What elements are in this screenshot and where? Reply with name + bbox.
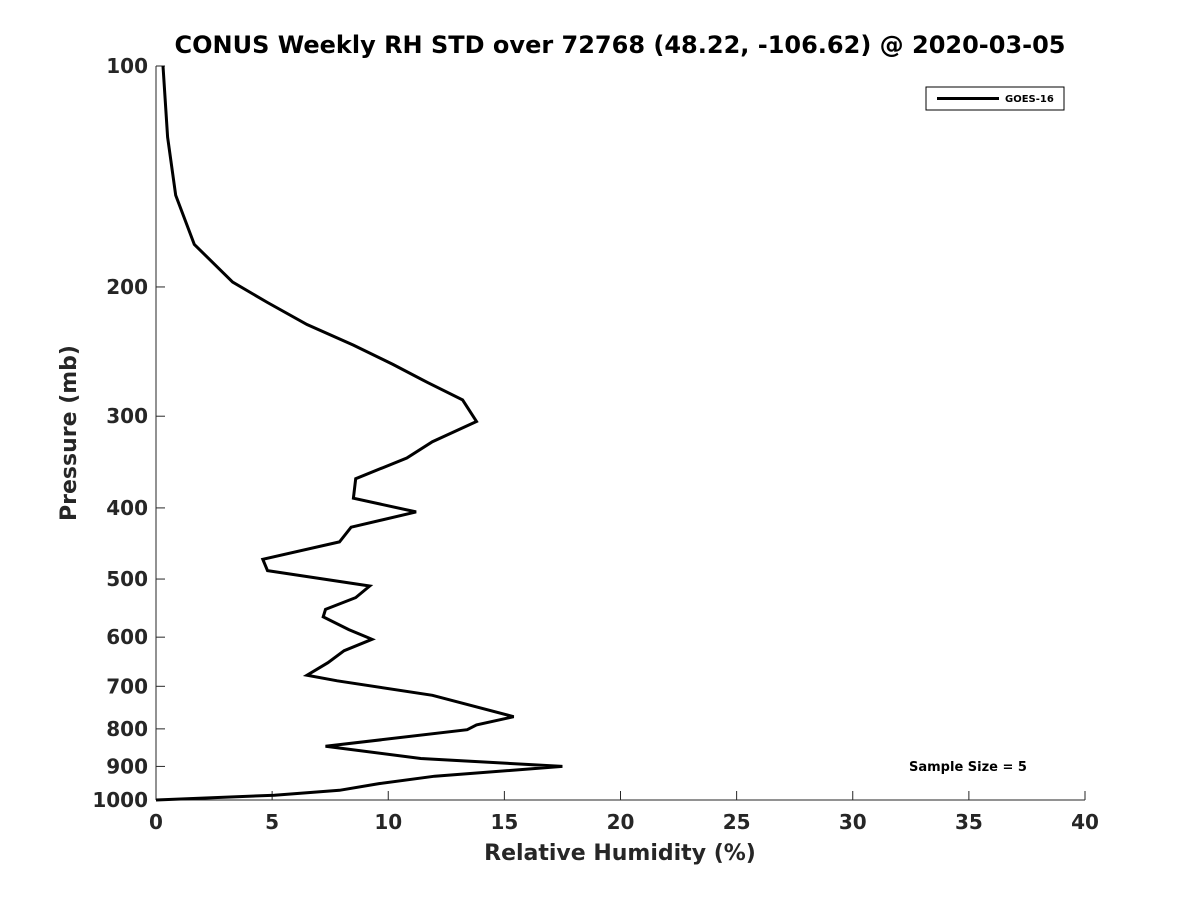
y-tick-label: 1000 (92, 788, 148, 812)
x-tick-label: 30 (839, 810, 867, 834)
y-tick-label: 300 (106, 404, 148, 428)
chart-title: CONUS Weekly RH STD over 72768 (48.22, -… (174, 31, 1065, 59)
y-axis-label: Pressure (mb) (57, 345, 82, 521)
x-tick-label: 0 (149, 810, 163, 834)
y-tick-label: 800 (106, 717, 148, 741)
x-axis-ticks: 0 5 10 15 20 25 30 35 40 (149, 791, 1099, 834)
y-tick-label: 900 (106, 754, 148, 778)
y-axis-ticks: 100 200 300 400 500 600 700 800 900 1000 (92, 54, 165, 812)
y-tick-label: 200 (106, 275, 148, 299)
x-tick-label: 35 (955, 810, 983, 834)
axes (155, 66, 1085, 801)
series-layer (155, 65, 563, 802)
legend: GOES-16 (925, 86, 1065, 111)
y-tick-label: 700 (106, 674, 148, 698)
y-tick-label: 400 (106, 496, 148, 520)
x-axis-label: Relative Humidity (%) (484, 841, 756, 866)
sample-size-annotation: Sample Size = 5 (909, 760, 1027, 775)
y-tick-label: 600 (106, 625, 148, 649)
x-tick-label: 25 (723, 810, 751, 834)
series-line-goes-16 (155, 65, 563, 802)
x-tick-label: 40 (1071, 810, 1099, 834)
x-tick-label: 15 (490, 810, 518, 834)
y-tick-label: 500 (106, 567, 148, 591)
x-tick-label: 10 (374, 810, 402, 834)
x-tick-label: 20 (607, 810, 635, 834)
x-tick-label: 5 (265, 810, 279, 834)
legend-entry-goes-16: GOES-16 (1005, 94, 1054, 105)
y-tick-label: 100 (106, 54, 148, 78)
